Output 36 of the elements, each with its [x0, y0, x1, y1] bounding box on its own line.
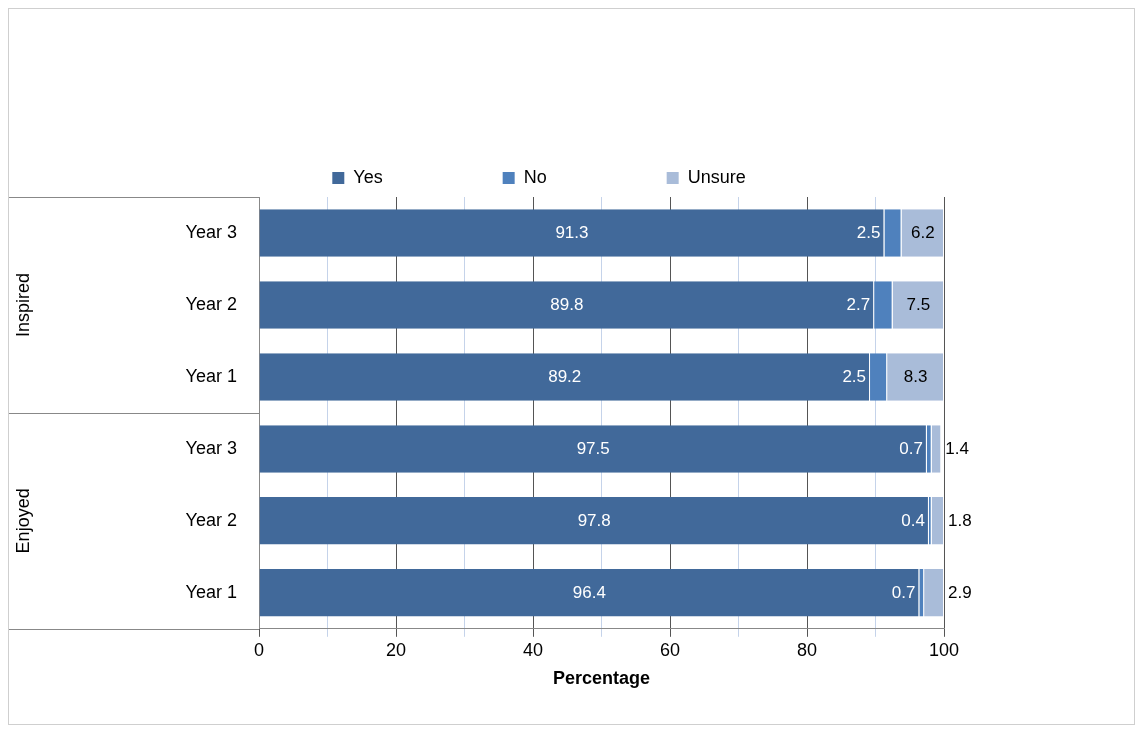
data-label: 0.7 [891, 582, 916, 602]
x-tick-label: 100 [928, 639, 960, 660]
data-label: 2.7 [846, 294, 871, 314]
y-tick-label: Year 3 [185, 221, 237, 242]
legend-label: Unsure [687, 166, 746, 187]
text: Enjoyed [12, 488, 33, 554]
data-label: 0.7 [899, 438, 923, 458]
data-label: 6.2 [910, 222, 935, 242]
legend-label: No [523, 166, 547, 187]
data-label: 8.3 [903, 366, 928, 386]
legend-label: Yes [353, 166, 383, 187]
x-tick-label: 20 [385, 639, 407, 660]
data-label: 7.5 [906, 294, 931, 314]
data-label: 97.8 [577, 510, 611, 530]
y-tick-label: Year 3 [185, 437, 237, 458]
data-label: 96.4 [572, 582, 606, 602]
y-tick-label: Year 1 [185, 581, 237, 602]
x-axis-title: Percentage [552, 668, 651, 689]
data-label: 2.5 [842, 366, 867, 386]
x-tick-label: 40 [522, 639, 544, 660]
y-tick-label: Year 1 [185, 365, 237, 386]
x-tick-label: 80 [796, 639, 818, 660]
data-label: 1.4 [945, 438, 969, 458]
text: Inspired [12, 272, 33, 337]
data-label: 0.4 [901, 510, 925, 530]
data-label: 1.8 [948, 510, 972, 530]
data-label: 97.5 [576, 438, 610, 458]
y-tick-label: Year 2 [185, 293, 237, 314]
x-tick-label: 60 [659, 639, 681, 660]
data-label: 91.3 [555, 222, 589, 242]
x-tick-label: 0 [253, 639, 265, 660]
data-label: 2.9 [948, 582, 972, 602]
data-label: 89.8 [550, 294, 584, 314]
y-tick-label: Year 2 [185, 509, 237, 530]
data-label: 2.5 [856, 222, 881, 242]
data-label: 89.2 [548, 366, 582, 386]
